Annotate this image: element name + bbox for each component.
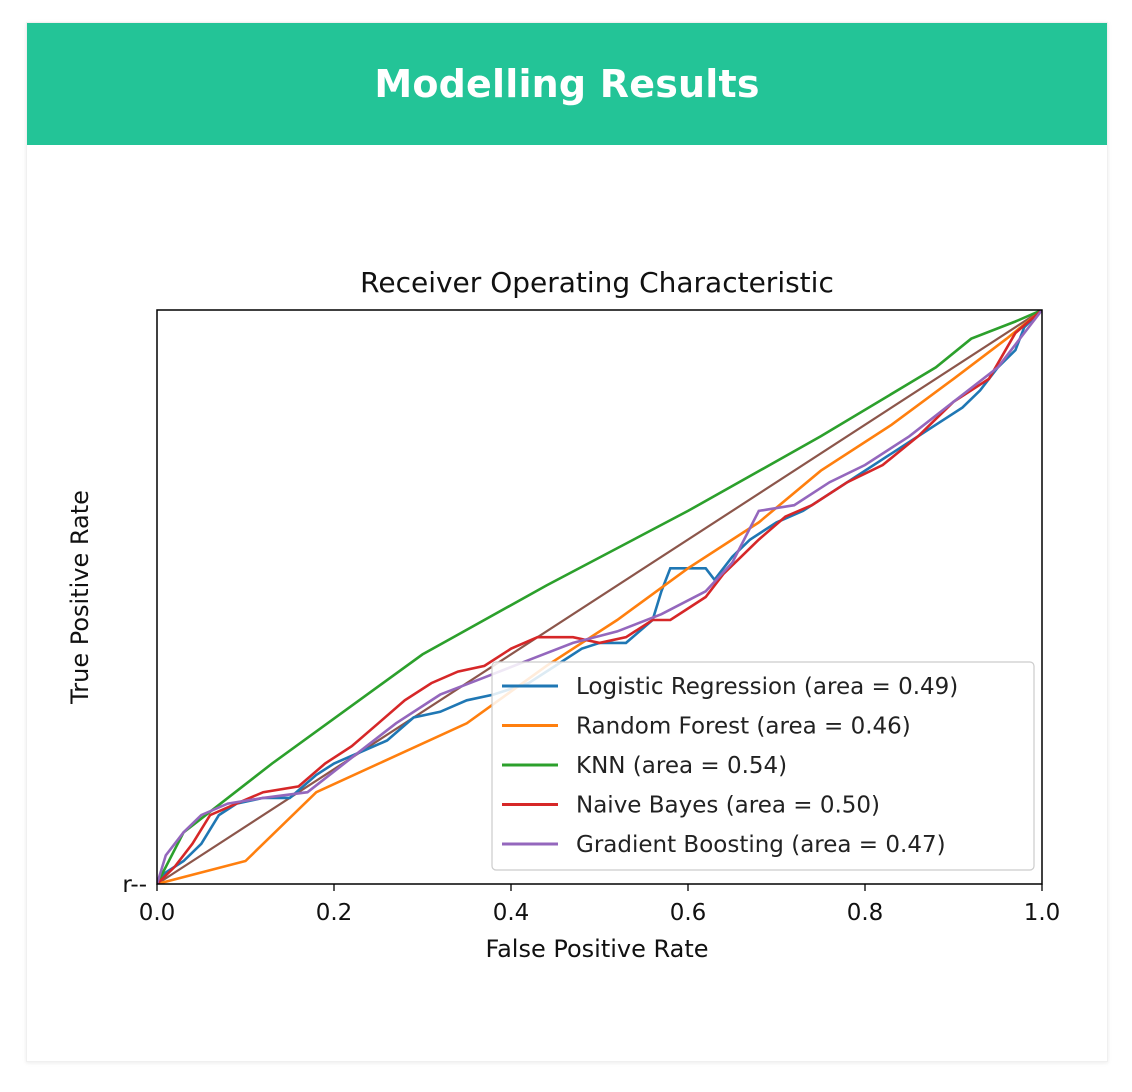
series-line-naive-bayes <box>157 310 1042 884</box>
y-tick-label: r-- <box>122 872 147 898</box>
legend-label: KNN (area = 0.54) <box>576 753 787 779</box>
legend-label: Logistic Regression (area = 0.49) <box>576 674 958 700</box>
x-tick-label: 1.0 <box>1024 900 1061 926</box>
x-tick-label: 0.2 <box>316 900 353 926</box>
series-line-gradient-boosting <box>157 310 1042 884</box>
x-tick-label: 0.6 <box>670 900 707 926</box>
chart-title: Receiver Operating Characteristic <box>360 266 834 299</box>
y-axis-label: True Positive Rate <box>66 490 94 705</box>
x-tick-label: 0.4 <box>493 900 530 926</box>
results-card: Modelling Results <box>26 22 1108 1062</box>
plot-frame <box>156 309 1043 885</box>
card-title: Modelling Results <box>374 62 760 106</box>
series-layer <box>157 310 1042 884</box>
series-line-knn <box>157 310 1042 884</box>
x-axis: 0.0 0.2 0.4 0.6 0.8 1.0 <box>139 884 1061 926</box>
legend-label: Random Forest (area = 0.46) <box>576 714 911 740</box>
series-line-random-forest <box>157 310 1042 884</box>
card-header: Modelling Results <box>27 23 1107 145</box>
x-tick-label: 0.8 <box>847 900 884 926</box>
legend-box <box>491 661 1035 871</box>
x-axis-label: False Positive Rate <box>485 935 708 963</box>
legend-label: Naive Bayes (area = 0.50) <box>576 793 880 819</box>
series-line-r <box>157 310 1042 884</box>
legend: Logistic Regression (area = 0.49) Random … <box>491 661 1035 871</box>
legend-label: Gradient Boosting (area = 0.47) <box>576 832 946 858</box>
x-tick-label: 0.0 <box>139 900 176 926</box>
